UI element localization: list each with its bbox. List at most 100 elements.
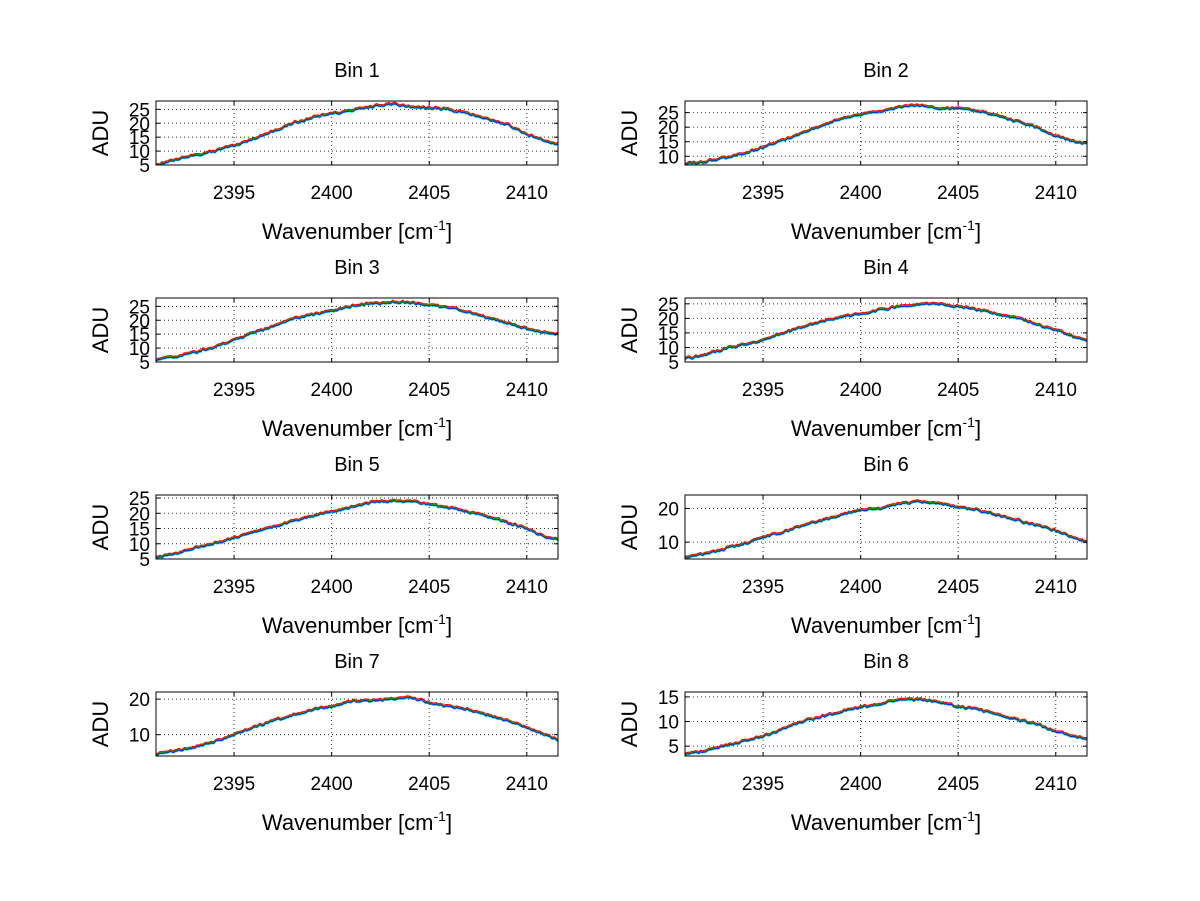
y-tick-label: 20 (129, 690, 150, 711)
y-axis-label: ADU (617, 110, 642, 156)
series-line-3 (155, 102, 558, 166)
x-tick-label: 2400 (839, 380, 881, 401)
x-tick-label: 2410 (506, 774, 548, 795)
series-line-4 (685, 696, 1088, 754)
x-tick-label: 2410 (506, 577, 548, 598)
grid-lines (685, 692, 1087, 756)
x-tick-label: 2405 (937, 380, 979, 401)
axes-frame (155, 691, 559, 757)
x-tick-label: 2400 (839, 577, 881, 598)
y-tick-label: 5 (139, 353, 150, 374)
y-tick-label: 10 (129, 535, 150, 556)
subplot-title: Bin 8 (863, 651, 909, 673)
subplot-title: Bin 4 (863, 257, 909, 279)
subplot-title: Bin 3 (334, 257, 380, 279)
series-line-4 (684, 103, 1088, 164)
y-tick-label: 15 (129, 325, 150, 346)
grid-lines (685, 101, 1087, 165)
y-tick-label: 20 (129, 504, 150, 525)
y-axis-label: ADU (617, 307, 642, 353)
y-tick-label: 5 (668, 737, 679, 758)
x-tick-label: 2395 (213, 577, 255, 598)
subplot-title: Bin 5 (334, 454, 380, 476)
y-tick-label: 15 (129, 520, 150, 541)
y-tick-label: 25 (129, 297, 150, 318)
y-tick-label: 10 (129, 142, 150, 163)
x-axis-label: Wavenumber [cm-1] (791, 611, 981, 638)
y-tick-label: 15 (658, 133, 679, 154)
y-axis-label: ADU (88, 504, 113, 550)
x-axis-label: Wavenumber [cm-1] (262, 808, 452, 835)
y-tick-label: 20 (129, 114, 150, 135)
x-tick-label: 2395 (213, 774, 255, 795)
y-tick-label: 5 (139, 550, 150, 571)
subplot-title: Bin 6 (863, 454, 909, 476)
series-line-4 (684, 301, 1088, 359)
subplot-bin-7: Bin 7 2395 2400 2405 2410 10 20 Wavenumber [cm-… (88, 651, 559, 835)
y-tick-label: 15 (658, 688, 679, 709)
x-tick-label: 2395 (742, 774, 784, 795)
y-axis-label: ADU (88, 701, 113, 747)
subplot-title: Bin 1 (334, 60, 380, 82)
y-tick-label: 25 (658, 104, 679, 125)
x-tick-label: 2405 (937, 577, 979, 598)
series-line-2 (156, 301, 559, 361)
y-tick-label: 20 (658, 499, 679, 520)
subplot-title: Bin 2 (863, 60, 909, 82)
x-tick-label: 2405 (408, 183, 450, 204)
y-tick-label: 10 (129, 726, 150, 747)
series-line-4 (155, 299, 559, 360)
x-tick-label: 2410 (506, 183, 548, 204)
y-tick-label: 10 (658, 147, 679, 168)
x-tick-label: 2405 (408, 577, 450, 598)
series-line-1 (684, 501, 1088, 560)
series-line-3 (684, 104, 1088, 165)
axes-frame (684, 494, 1088, 560)
x-axis-label: Wavenumber [cm-1] (262, 414, 452, 441)
series-line-1 (155, 697, 559, 757)
y-tick-label: 10 (658, 713, 679, 734)
x-tick-label: 2395 (213, 380, 255, 401)
y-tick-label: 20 (658, 309, 679, 330)
series-line-4 (155, 101, 558, 165)
y-tick-label: 10 (658, 338, 679, 359)
grid-lines (685, 298, 1087, 363)
series-line-3 (155, 499, 559, 558)
x-tick-label: 2410 (506, 380, 548, 401)
x-tick-label: 2410 (1035, 380, 1077, 401)
grid-lines (156, 101, 558, 166)
grid-lines (156, 298, 558, 363)
series-line-1 (155, 301, 559, 362)
series-line-3 (155, 695, 559, 755)
axes-frame (684, 297, 1088, 363)
x-tick-label: 2405 (937, 774, 979, 795)
x-axis-label: Wavenumber [cm-1] (791, 808, 981, 835)
series-line-1 (155, 500, 559, 560)
x-tick-label: 2400 (310, 774, 352, 795)
series-line-2 (685, 698, 1088, 755)
axes-frame (684, 691, 1088, 757)
x-tick-label: 2395 (213, 183, 255, 204)
y-axis-label: ADU (617, 504, 642, 550)
x-tick-label: 2400 (310, 577, 352, 598)
series-line-4 (155, 695, 559, 755)
axes-frame (155, 100, 559, 166)
series-line-1 (685, 105, 1088, 166)
series-line-2 (155, 500, 559, 559)
y-tick-label: 25 (129, 100, 150, 121)
y-tick-label: 15 (658, 324, 679, 345)
x-tick-label: 2395 (742, 380, 784, 401)
y-tick-label: 25 (658, 295, 679, 316)
x-tick-label: 2405 (408, 380, 450, 401)
x-axis-label: Wavenumber [cm-1] (262, 217, 452, 244)
x-tick-label: 2410 (1035, 774, 1077, 795)
series-line-2 (684, 104, 1087, 166)
series-line-4 (684, 499, 1088, 557)
x-axis-label: Wavenumber [cm-1] (791, 414, 981, 441)
y-axis-label: ADU (88, 110, 113, 156)
y-tick-label: 10 (129, 339, 150, 360)
